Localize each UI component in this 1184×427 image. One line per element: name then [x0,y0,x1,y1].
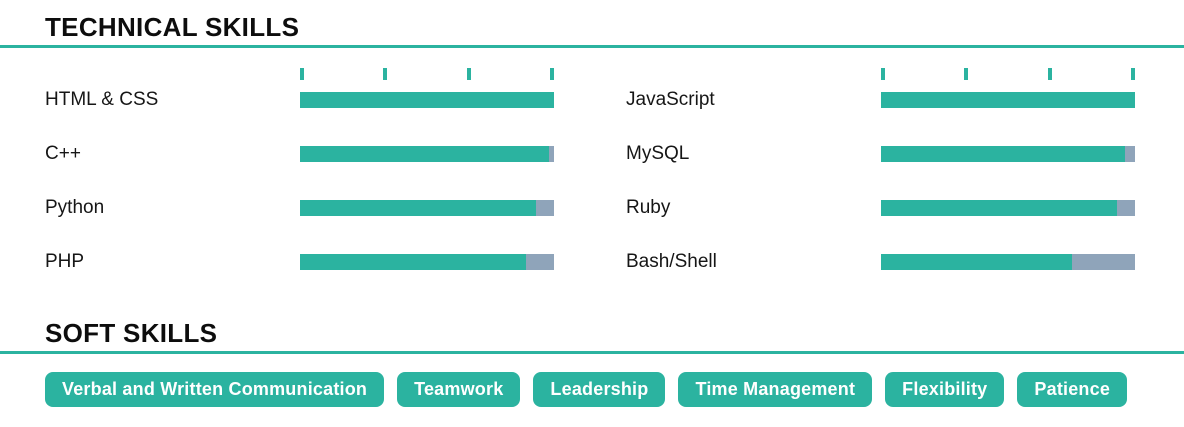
skill-label: Bash/Shell [626,251,717,272]
skill-row-ruby: Ruby [626,188,1135,242]
scale-ticks-row [626,68,1135,80]
soft-skill-tag-verbal-written-communication: Verbal and Written Communication [45,372,385,407]
skill-bar-fill [881,92,1135,108]
skill-bar-track [300,254,554,270]
section-divider [0,351,1184,354]
skill-label: MySQL [626,143,690,164]
skill-row-mysql: MySQL [626,134,1135,188]
skill-label: Python [45,197,105,218]
soft-skills-tags: Verbal and Written Communication Teamwor… [45,372,1135,407]
skill-bar-track [300,146,554,162]
skill-bar-fill [300,146,549,162]
scale-tick [383,68,388,80]
skill-bar-fill [881,200,1118,216]
skill-row-bash-shell: Bash/Shell [626,242,1135,296]
soft-skill-tag-teamwork: Teamwork [397,372,521,407]
soft-skill-tag-time-management: Time Management [678,372,873,407]
resume-skills-page: TECHNICAL SKILLS HTML & CSS [0,0,1184,407]
skill-bar-fill [300,92,554,108]
skill-label: Ruby [626,197,671,218]
scale-tick [964,68,969,80]
scale-tick [300,68,304,80]
skill-bar-track [881,200,1135,216]
skill-bar-fill [881,254,1072,270]
soft-skill-tag-flexibility: Flexibility [885,372,1005,407]
scale-tick [1130,68,1135,80]
scale-tick [1047,68,1052,80]
soft-skills-section: SOFT SKILLS Verbal and Written Communica… [0,306,1184,407]
skill-row-javascript: JavaScript [626,80,1135,134]
skill-bar-track [881,146,1135,162]
soft-skill-tag-patience: Patience [1017,372,1128,407]
skill-label: HTML & CSS [45,89,159,110]
skill-label: PHP [45,251,85,272]
scale-ticks [881,68,1135,80]
skill-bar-fill [300,200,537,216]
skill-bar-track [300,92,554,108]
soft-skill-tag-leadership: Leadership [533,372,666,407]
skill-row-php: PHP [45,242,554,296]
scale-ticks [300,68,554,80]
skill-bar-fill [881,146,1125,162]
skill-bar-track [881,254,1135,270]
technical-skills-section: TECHNICAL SKILLS HTML & CSS [0,0,1184,296]
skill-row-python: Python [45,188,554,242]
skill-bar-track [881,92,1135,108]
skill-label: JavaScript [626,89,715,110]
skill-row-html-css: HTML & CSS [45,80,554,134]
technical-skills-grid: HTML & CSS C++ Python [45,68,1135,296]
skill-row-cpp: C++ [45,134,554,188]
soft-skills-title: SOFT SKILLS [45,318,218,348]
technical-skills-title: TECHNICAL SKILLS [45,12,300,42]
skills-column-right: JavaScript MySQL Ruby [626,68,1135,296]
skill-bar-track [300,200,554,216]
scale-ticks-row [45,68,554,80]
scale-tick [881,68,885,80]
section-divider [0,45,1184,48]
skill-label: C++ [45,143,81,164]
skills-column-left: HTML & CSS C++ Python [45,68,554,296]
label-spacer [626,68,881,80]
scale-tick [466,68,471,80]
skill-bar-fill [300,254,527,270]
scale-tick [549,68,554,80]
label-spacer [45,68,300,80]
